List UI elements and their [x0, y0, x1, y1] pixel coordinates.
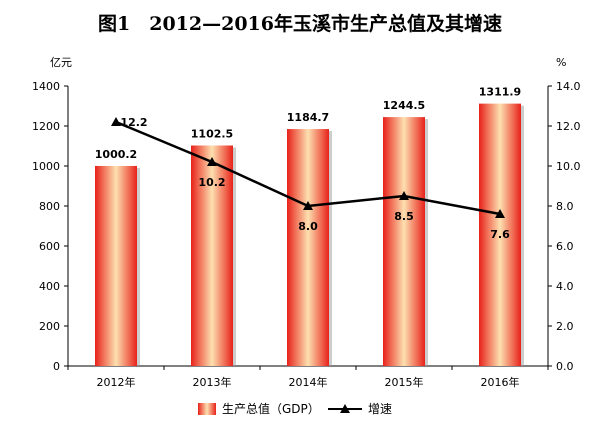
growth-value-label: 7.6: [490, 228, 510, 241]
left-tick-label: 400: [39, 280, 60, 293]
left-axis-unit: 亿元: [50, 56, 72, 69]
bar-value-label: 1311.9: [479, 86, 521, 99]
legend-gdp-swatch: [198, 403, 216, 415]
growth-value-label: 8.0: [298, 220, 318, 233]
x-tick-label: 2016年: [481, 375, 520, 389]
growth-value-label: 8.5: [394, 210, 414, 223]
left-tick-label: 0: [53, 360, 60, 373]
left-tick-label: 1000: [32, 160, 60, 173]
chart-title: 图1 2012—2016年玉溪市生产总值及其增速: [98, 12, 502, 35]
right-axis-unit: %: [556, 56, 566, 69]
gdp-bar: [479, 103, 521, 367]
left-tick-label: 800: [39, 200, 60, 213]
right-tick-label: 14.0: [556, 80, 581, 93]
right-tick-label: 8.0: [556, 200, 574, 213]
gdp-bar: [95, 165, 137, 366]
right-tick-label: 10.0: [556, 160, 581, 173]
right-tick-label: 2.0: [556, 320, 574, 333]
growth-value-label: 10.2: [198, 176, 225, 189]
bar-value-label: 1102.5: [191, 128, 233, 141]
right-tick-label: 6.0: [556, 240, 574, 253]
right-tick-label: 4.0: [556, 280, 574, 293]
legend-growth-marker: [340, 404, 350, 413]
x-tick-label: 2012年: [97, 375, 136, 389]
bar-value-label: 1244.5: [383, 99, 425, 112]
left-tick-label: 200: [39, 320, 60, 333]
gdp-bar: [191, 145, 233, 366]
growth-marker: [111, 117, 121, 126]
x-tick-label: 2015年: [385, 375, 424, 389]
growth-marker: [495, 209, 505, 218]
legend-gdp-label: 生产总值（GDP）: [222, 401, 320, 416]
growth-marker: [303, 201, 313, 210]
right-tick-label: 12.0: [556, 120, 581, 133]
right-tick-label: 0.0: [556, 360, 574, 373]
left-tick-label: 600: [39, 240, 60, 253]
gdp-bar: [383, 117, 425, 366]
left-tick-label: 1400: [32, 80, 60, 93]
bar-value-label: 1000.2: [95, 148, 137, 161]
left-tick-label: 1200: [32, 120, 60, 133]
growth-value-label: 12.2: [120, 116, 147, 129]
x-tick-label: 2014年: [289, 375, 328, 389]
gdp-bar: [287, 129, 329, 366]
growth-marker: [207, 157, 217, 166]
legend-growth-label: 增速: [368, 402, 392, 416]
growth-marker: [399, 191, 409, 200]
x-tick-label: 2013年: [193, 375, 232, 389]
bar-value-label: 1184.7: [287, 111, 329, 124]
